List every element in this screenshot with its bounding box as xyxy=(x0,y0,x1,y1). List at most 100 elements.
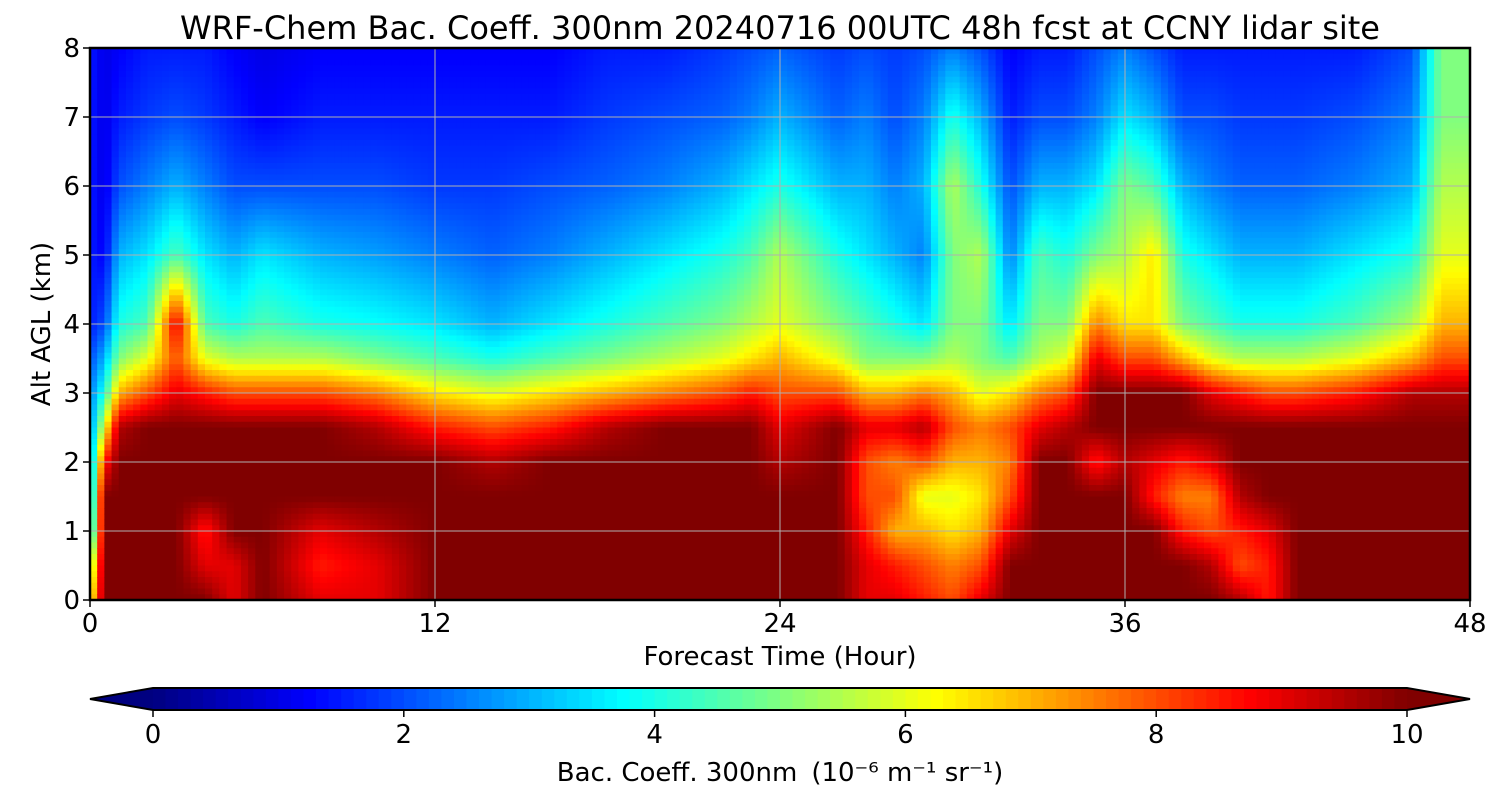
heatmap-cell xyxy=(341,278,350,285)
heatmap-cell xyxy=(276,232,285,239)
heatmap-cell xyxy=(140,375,149,383)
heatmap-cell xyxy=(90,421,98,429)
heatmap-cell xyxy=(355,427,364,434)
heatmap-cell xyxy=(291,554,300,561)
heatmap-cell xyxy=(104,375,113,383)
heatmap-cell xyxy=(140,496,149,503)
heatmap-cell xyxy=(284,220,292,227)
heatmap-cell xyxy=(183,59,192,66)
heatmap-cell xyxy=(176,433,185,440)
heatmap-cell xyxy=(341,260,350,268)
heatmap-cell xyxy=(205,163,213,170)
heatmap-cell xyxy=(341,128,350,135)
heatmap-cell xyxy=(377,53,386,61)
heatmap-cell xyxy=(427,559,436,567)
heatmap-cell xyxy=(233,427,242,434)
heatmap-cell xyxy=(248,255,256,262)
heatmap-cell xyxy=(456,266,465,273)
heatmap-cell xyxy=(355,168,364,176)
heatmap-cell xyxy=(169,404,177,411)
heatmap-cell xyxy=(363,266,371,273)
heatmap-cell xyxy=(147,312,156,319)
heatmap-cell xyxy=(248,306,256,314)
heatmap-cell xyxy=(456,577,465,584)
heatmap-cell xyxy=(125,502,134,509)
heatmap-cell xyxy=(363,301,371,308)
heatmap-cell xyxy=(399,111,407,118)
heatmap-cell xyxy=(90,531,98,538)
heatmap-cell xyxy=(420,306,429,314)
heatmap-cell xyxy=(154,76,163,84)
heatmap-cell xyxy=(456,519,465,526)
heatmap-cell xyxy=(370,82,379,89)
heatmap-cell xyxy=(320,450,328,457)
heatmap-cell xyxy=(363,462,371,469)
heatmap-cell xyxy=(334,421,343,429)
heatmap-cell xyxy=(118,226,127,233)
heatmap-cell xyxy=(334,237,343,245)
heatmap-cell xyxy=(391,364,400,371)
heatmap-cell xyxy=(284,237,292,245)
heatmap-cell xyxy=(370,237,379,245)
heatmap-cell xyxy=(370,577,379,584)
heatmap-cell xyxy=(276,289,285,296)
heatmap-cell xyxy=(449,94,458,101)
heatmap-cell xyxy=(176,295,185,302)
heatmap-cell xyxy=(399,554,407,561)
heatmap-cell xyxy=(140,536,149,544)
heatmap-cell xyxy=(154,416,163,423)
heatmap-cell xyxy=(384,375,393,383)
heatmap-cell xyxy=(327,214,335,222)
heatmap-cell xyxy=(276,209,285,216)
chart-title: WRF-Chem Bac. Coeff. 300nm 20240716 00UT… xyxy=(180,9,1380,47)
heatmap-cell xyxy=(161,370,170,377)
heatmap-cell xyxy=(413,174,422,181)
heatmap-cell xyxy=(391,260,400,268)
heatmap-cell xyxy=(212,421,220,429)
heatmap-cell xyxy=(133,404,141,411)
heatmap-cell xyxy=(291,76,300,84)
heatmap-cell xyxy=(90,163,98,170)
heatmap-cell xyxy=(298,479,307,486)
heatmap-cell xyxy=(291,306,300,314)
heatmap-cell xyxy=(276,358,285,365)
heatmap-cell xyxy=(226,59,235,66)
heatmap-cell xyxy=(320,404,328,411)
heatmap-cell xyxy=(176,381,185,388)
heatmap-cell xyxy=(190,519,199,526)
heatmap-cell xyxy=(140,237,149,245)
heatmap-cell xyxy=(233,508,242,515)
heatmap-cell xyxy=(197,111,206,118)
heatmap-cell xyxy=(176,335,185,342)
heatmap-cell xyxy=(305,427,314,434)
heatmap-cell xyxy=(226,220,235,227)
heatmap-cell xyxy=(456,306,465,314)
heatmap-cell xyxy=(226,410,235,417)
heatmap-cell xyxy=(312,588,321,595)
heatmap-cell xyxy=(97,88,105,95)
heatmap-cell xyxy=(262,237,271,245)
heatmap-cell xyxy=(334,450,343,457)
heatmap-cell xyxy=(449,249,458,256)
heatmap-cell xyxy=(420,99,429,107)
heatmap-cell xyxy=(377,416,386,423)
heatmap-cell xyxy=(240,416,249,423)
heatmap-cell xyxy=(97,53,105,61)
heatmap-cell xyxy=(125,226,134,233)
heatmap-cell xyxy=(140,352,149,360)
heatmap-cell xyxy=(233,203,242,210)
heatmap-cell xyxy=(90,260,98,268)
heatmap-cell xyxy=(226,266,235,273)
heatmap-cell xyxy=(384,364,393,371)
heatmap-cell xyxy=(154,439,163,446)
heatmap-cell xyxy=(97,260,105,268)
heatmap-cell xyxy=(305,48,314,55)
heatmap-cell xyxy=(413,370,422,377)
heatmap-cell xyxy=(255,588,264,595)
heatmap-cell xyxy=(140,358,149,365)
heatmap-cell xyxy=(384,410,393,417)
heatmap-cell xyxy=(183,416,192,423)
heatmap-cell xyxy=(284,531,292,538)
heatmap-cell xyxy=(233,59,242,66)
heatmap-cell xyxy=(420,266,429,273)
